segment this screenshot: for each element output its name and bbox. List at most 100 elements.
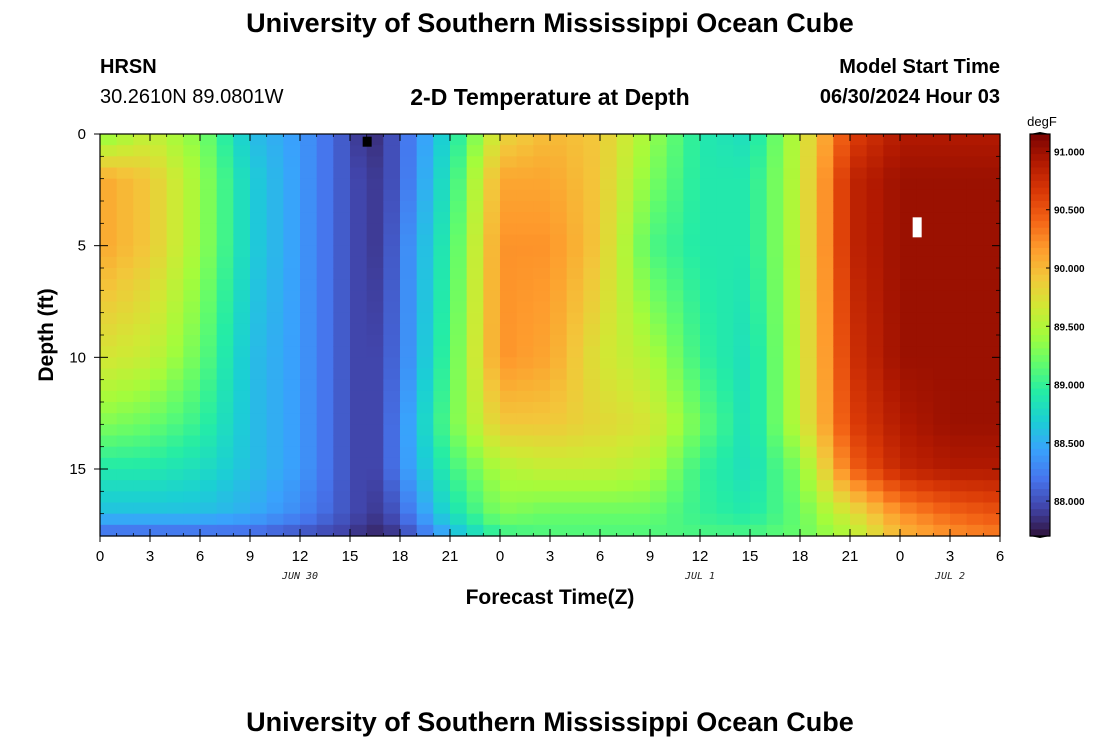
heatmap-cell	[250, 301, 268, 314]
heatmap-cell	[666, 346, 684, 358]
heatmap-cell	[883, 212, 901, 224]
heatmap-cell	[900, 223, 918, 236]
heatmap-cell	[216, 413, 234, 425]
heatmap-cell	[366, 134, 384, 146]
heatmap-cell	[500, 234, 518, 247]
heatmap-cell	[800, 290, 818, 303]
heatmap-cell	[166, 469, 184, 481]
heatmap-cell	[533, 268, 551, 280]
heatmap-cell	[183, 335, 201, 347]
heatmap-cell	[716, 178, 734, 191]
x-tick-label: 18	[792, 548, 809, 565]
heatmap-cell	[183, 201, 201, 213]
heatmap-cell	[700, 379, 718, 392]
heatmap-cell	[533, 301, 551, 314]
heatmap-cell	[966, 268, 984, 280]
heatmap-cell	[716, 457, 734, 470]
heatmap-cell	[683, 167, 701, 180]
heatmap-cell	[350, 167, 368, 180]
heatmap-cell	[716, 390, 734, 403]
heatmap-cell	[316, 513, 334, 526]
heatmap-cell	[900, 424, 918, 437]
heatmap-cell	[833, 279, 851, 291]
heatmap-cell	[300, 167, 318, 180]
colorbar-tick-label: 90.000	[1054, 264, 1085, 275]
heatmap-cell	[916, 424, 934, 437]
heatmap-cell	[900, 145, 918, 157]
colorbar-segment	[1030, 495, 1050, 504]
heatmap-cell	[166, 301, 184, 314]
heatmap-cell	[750, 402, 768, 414]
heatmap-cell	[883, 323, 901, 336]
heatmap-cell	[316, 312, 334, 325]
heatmap-cell	[716, 368, 734, 381]
heatmap-cell	[583, 446, 601, 459]
heatmap-cell	[350, 335, 368, 347]
heatmap-cell	[250, 402, 268, 414]
heatmap-cell	[466, 524, 484, 537]
heatmap-cell	[916, 268, 934, 280]
heatmap-cell	[283, 134, 301, 146]
colorbar-tick-label: 90.500	[1054, 206, 1085, 217]
colorbar-segment	[1030, 160, 1050, 169]
heatmap-cell	[183, 223, 201, 236]
heatmap-cell	[250, 435, 268, 448]
heatmap-cell	[916, 312, 934, 325]
heatmap-cell	[116, 446, 134, 459]
heatmap-cell	[816, 156, 834, 169]
heatmap-cell	[700, 513, 718, 526]
heatmap-cell	[850, 446, 868, 459]
heatmap-cell	[616, 502, 634, 515]
heatmap-cell	[816, 390, 834, 403]
heatmap-cell	[583, 223, 601, 236]
heatmap-cell	[800, 491, 818, 504]
heatmap-cell	[566, 279, 584, 291]
heatmap-cell	[283, 268, 301, 280]
heatmap-cell	[683, 402, 701, 414]
heatmap-cell	[433, 156, 451, 169]
heatmap-cell	[500, 446, 518, 459]
heatmap-cell	[600, 245, 618, 258]
heatmap-cell	[766, 413, 784, 425]
heatmap-cell	[866, 424, 884, 437]
heatmap-cell	[916, 346, 934, 358]
heatmap-cell	[550, 323, 568, 336]
heatmap-cell	[450, 480, 468, 492]
heatmap-cell	[833, 145, 851, 157]
heatmap-cell	[766, 189, 784, 202]
heatmap-cell	[866, 346, 884, 358]
heatmap-cell	[283, 189, 301, 202]
heatmap-cell	[700, 335, 718, 347]
heatmap-cell	[683, 256, 701, 269]
heatmap-cell	[866, 189, 884, 202]
heatmap-cell	[983, 245, 1001, 258]
heatmap-cell	[150, 312, 168, 325]
heatmap-cell	[216, 480, 234, 492]
heatmap-cell	[466, 502, 484, 515]
heatmap-cell	[150, 413, 168, 425]
heatmap-cell	[166, 379, 184, 392]
heatmap-cell	[900, 457, 918, 470]
heatmap-cell	[483, 212, 501, 224]
heatmap-cell	[216, 457, 234, 470]
heatmap-cell	[133, 323, 151, 336]
heatmap-cell	[666, 212, 684, 224]
heatmap-cell	[533, 167, 551, 180]
heatmap-cell	[900, 178, 918, 191]
heatmap-cell	[850, 335, 868, 347]
heatmap-cell	[783, 390, 801, 403]
heatmap-cell	[450, 368, 468, 381]
heatmap-cell	[100, 256, 118, 269]
heatmap-cell	[483, 491, 501, 504]
colorbar-segment	[1030, 180, 1050, 189]
heatmap-cell	[516, 279, 534, 291]
heatmap-cell	[383, 312, 401, 325]
heatmap-cell	[800, 402, 818, 414]
heatmap-cell	[100, 279, 118, 291]
heatmap-cell	[533, 446, 551, 459]
heatmap-cell	[700, 167, 718, 180]
heatmap-cell	[266, 368, 284, 381]
heatmap-cell	[200, 212, 218, 224]
heatmap-cell	[883, 134, 901, 146]
heatmap-cell	[516, 502, 534, 515]
